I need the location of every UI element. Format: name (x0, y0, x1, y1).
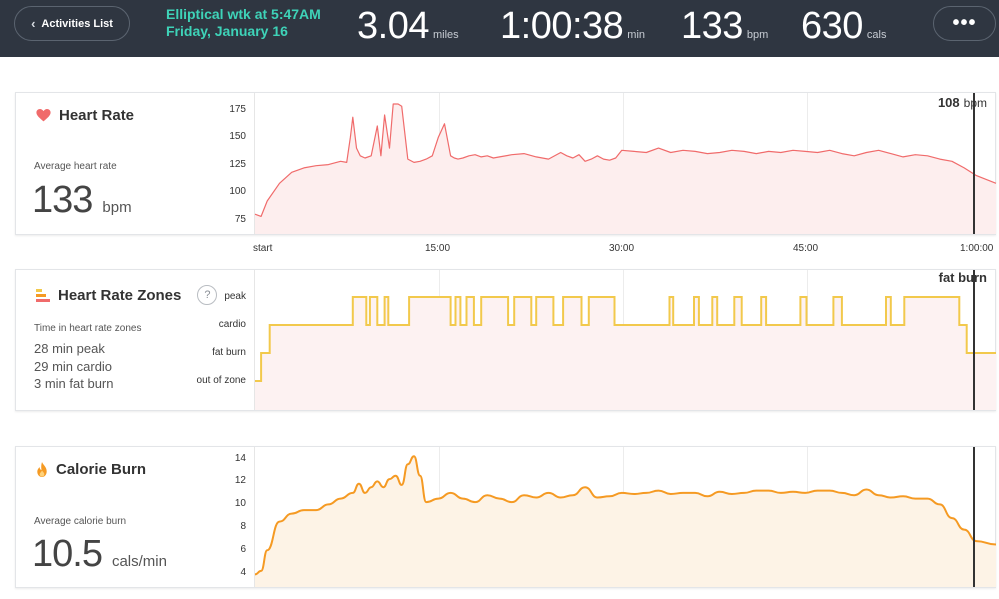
zone-fatburn-time: 3 min fat burn (34, 376, 114, 391)
time-axis: start 15:00 30:00 45:00 1:00:00 (253, 243, 998, 257)
calorie-plot (254, 455, 997, 587)
zone-cardio-time: 29 min cardio (34, 358, 113, 374)
activity-date: Friday, January 16 (166, 23, 288, 39)
y-tick-label: 125 (229, 158, 246, 170)
stat-duration-unit: min (627, 29, 646, 41)
heart-rate-plot (254, 103, 997, 234)
avg-heart-rate: 133 bpm (32, 179, 132, 222)
calorie-burn-card: Calorie Burn Average calorie burn 10.5 c… (15, 446, 997, 588)
zones-icon (36, 288, 50, 302)
heart-rate-card: Heart Rate Average heart rate 133 bpm 75… (15, 92, 997, 235)
heart-rate-readout: 108 bpm (938, 95, 987, 110)
zones-title: Heart Rate Zones (58, 286, 182, 304)
calorie-chart[interactable] (254, 447, 997, 587)
time-cursor[interactable] (973, 447, 975, 587)
series-line (254, 103, 997, 217)
stat-calories-unit: cals (866, 29, 887, 41)
x-label-30: 30:00 (609, 243, 635, 254)
heart-rate-title: Heart Rate (59, 107, 135, 124)
calorie-title-row: Calorie Burn (36, 461, 146, 478)
activity-title-block: Elliptical wtk at 5:47AM Friday, January… (166, 6, 321, 40)
activity-header: ‹ Activities List Elliptical wtk at 5:47… (0, 0, 999, 57)
zones-label: Time in heart rate zones (34, 323, 142, 334)
stat-distance: 3.04 miles (357, 0, 459, 46)
zone-tick-label: out of zone (196, 375, 246, 386)
heart-rate-chart[interactable]: 108 bpm (254, 93, 997, 234)
zones-summary: 28 min peak 29 min cardio 3 min fat burn (34, 340, 114, 393)
x-label-60: 1:00:00 (960, 243, 994, 254)
series-area (255, 456, 996, 587)
activity-title: Elliptical wtk at 5:47AM (166, 6, 321, 22)
more-dots-icon: ••• (952, 12, 977, 34)
stat-avg-heart-rate: 133 bpm (681, 0, 768, 46)
stat-calories-value: 630 (801, 5, 863, 47)
avg-heart-rate-value: 133 (32, 179, 93, 221)
avg-heart-rate-label: Average heart rate (34, 161, 117, 172)
zone-tick-label: cardio (218, 319, 246, 330)
calorie-title: Calorie Burn (56, 461, 147, 478)
series-area (255, 104, 996, 234)
zones-title-row: Heart Rate Zones ? (36, 285, 218, 305)
avg-calorie-burn: 10.5 cals/min (32, 533, 167, 576)
zone-peak-time: 28 min peak (34, 341, 105, 356)
time-cursor[interactable] (973, 270, 975, 410)
y-tick-label: 12 (234, 475, 246, 487)
chevron-left-icon: ‹ (31, 16, 36, 31)
stat-duration: 1:00:38 min (500, 0, 645, 46)
heart-rate-zones-card: Heart Rate Zones ? Time in heart rate zo… (15, 269, 996, 411)
activities-list-button[interactable]: ‹ Activities List (14, 6, 130, 41)
x-label-15: 15:00 (425, 243, 451, 254)
stat-distance-unit: miles (432, 29, 459, 41)
avg-calorie-value: 10.5 (32, 533, 103, 575)
heart-rate-readout-value: 108 (937, 95, 960, 110)
stat-duration-value: 1:00:38 (500, 5, 624, 47)
y-tick-label: 6 (240, 544, 246, 556)
stat-heart-rate-unit: bpm (746, 29, 769, 41)
series-line (254, 455, 997, 576)
y-tick-label: 8 (240, 521, 246, 533)
y-tick-label: 14 (234, 452, 246, 464)
avg-heart-rate-unit: bpm (102, 199, 132, 216)
more-options-button[interactable]: ••• (933, 6, 996, 41)
activities-list-label: Activities List (41, 17, 113, 30)
stat-calories: 630 cals (801, 0, 886, 46)
avg-calorie-label: Average calorie burn (34, 516, 127, 527)
y-tick-label: 4 (240, 567, 246, 579)
flame-icon (37, 462, 47, 477)
y-tick-label: 175 (229, 103, 246, 115)
zones-plot (255, 296, 996, 410)
heart-rate-readout-unit: bpm (963, 96, 987, 110)
y-tick-label: 150 (229, 131, 246, 143)
help-icon[interactable]: ? (197, 285, 218, 305)
time-cursor[interactable] (973, 93, 975, 234)
x-label-start: start (253, 243, 273, 254)
x-label-45: 45:00 (793, 243, 819, 254)
zones-readout: fat burn (938, 270, 987, 285)
stat-heart-rate-value: 133 (681, 5, 743, 47)
y-tick-label: 100 (229, 186, 246, 198)
heart-rate-title-row: Heart Rate (36, 107, 134, 124)
stat-distance-value: 3.04 (357, 5, 429, 47)
avg-calorie-unit: cals/min (111, 553, 167, 570)
zone-tick-label: peak (224, 291, 246, 302)
y-tick-label: 10 (234, 498, 246, 510)
zones-chart[interactable]: fat burn (254, 270, 996, 410)
series-line (255, 296, 996, 382)
heart-icon (36, 109, 51, 122)
zone-tick-label: fat burn (212, 347, 246, 358)
y-tick-label: 75 (234, 213, 246, 225)
